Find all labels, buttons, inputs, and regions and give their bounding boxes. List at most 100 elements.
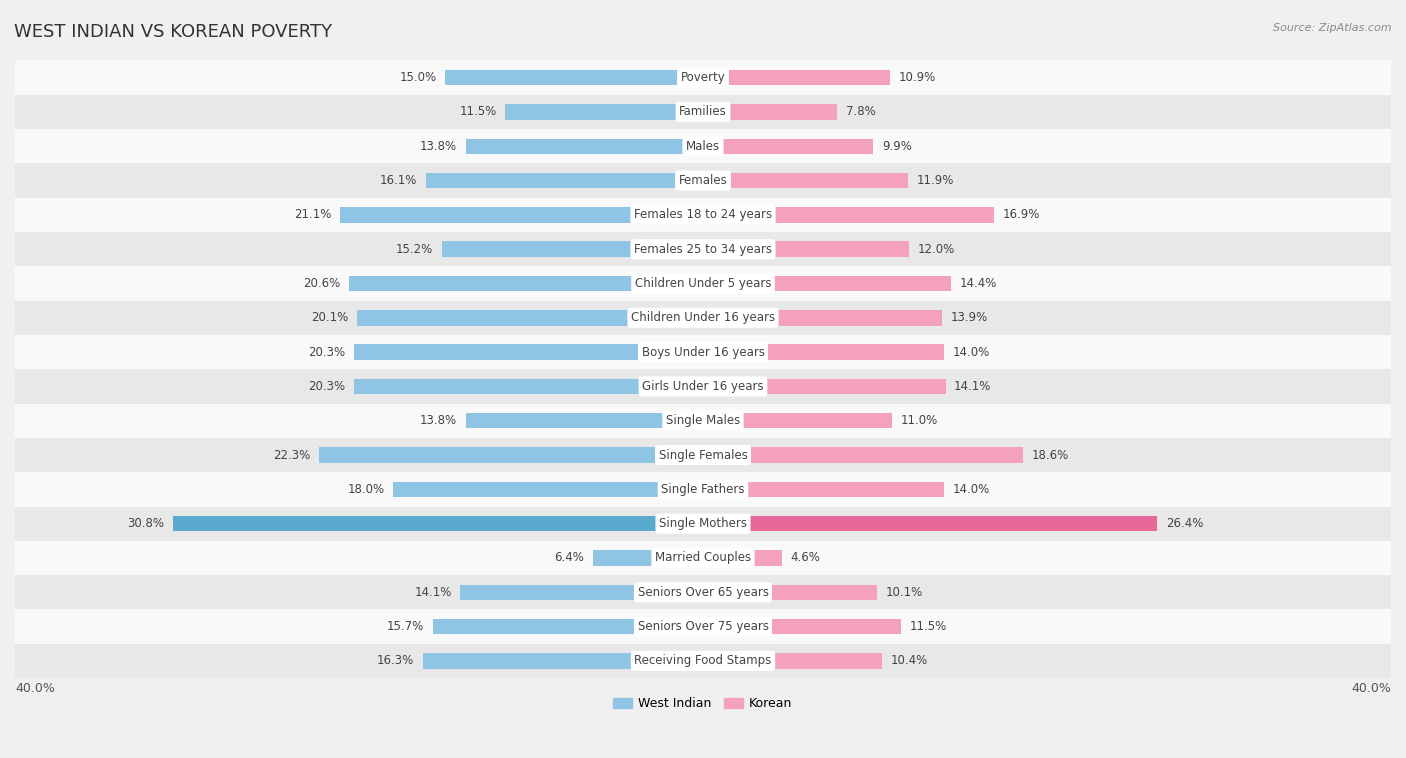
Bar: [15, 198, 1391, 232]
Bar: [15, 438, 1391, 472]
Bar: [703, 481, 943, 497]
Text: 11.0%: 11.0%: [901, 414, 938, 428]
Bar: [15, 232, 1391, 266]
Bar: [15, 644, 1391, 678]
Bar: [703, 413, 893, 428]
Bar: [703, 276, 950, 291]
Bar: [703, 139, 873, 154]
Text: 10.4%: 10.4%: [890, 654, 928, 667]
Text: 11.5%: 11.5%: [910, 620, 946, 633]
Text: Females: Females: [679, 174, 727, 187]
Text: 14.4%: 14.4%: [959, 277, 997, 290]
Text: Boys Under 16 years: Boys Under 16 years: [641, 346, 765, 359]
Text: 16.1%: 16.1%: [380, 174, 418, 187]
Bar: [703, 70, 890, 86]
Bar: [357, 310, 703, 325]
Text: 40.0%: 40.0%: [15, 681, 55, 694]
Bar: [173, 516, 703, 531]
Bar: [15, 575, 1391, 609]
Bar: [703, 584, 877, 600]
Bar: [703, 207, 994, 223]
Text: 15.0%: 15.0%: [399, 71, 436, 84]
Legend: West Indian, Korean: West Indian, Korean: [609, 692, 797, 715]
Text: 13.9%: 13.9%: [950, 312, 988, 324]
Text: 15.7%: 15.7%: [387, 620, 425, 633]
Bar: [15, 164, 1391, 198]
Text: 22.3%: 22.3%: [274, 449, 311, 462]
Text: 7.8%: 7.8%: [846, 105, 876, 118]
Text: Females 18 to 24 years: Females 18 to 24 years: [634, 208, 772, 221]
Bar: [505, 105, 703, 120]
Bar: [465, 139, 703, 154]
Text: Females 25 to 34 years: Females 25 to 34 years: [634, 243, 772, 255]
Bar: [441, 242, 703, 257]
Bar: [15, 403, 1391, 438]
Text: WEST INDIAN VS KOREAN POVERTY: WEST INDIAN VS KOREAN POVERTY: [14, 23, 332, 41]
Bar: [15, 540, 1391, 575]
Bar: [703, 653, 882, 669]
Bar: [703, 310, 942, 325]
Text: Children Under 16 years: Children Under 16 years: [631, 312, 775, 324]
Bar: [446, 70, 703, 86]
Bar: [703, 516, 1157, 531]
Bar: [15, 335, 1391, 369]
Text: Girls Under 16 years: Girls Under 16 years: [643, 380, 763, 393]
Text: 26.4%: 26.4%: [1166, 517, 1204, 530]
Text: 20.3%: 20.3%: [308, 380, 346, 393]
Bar: [15, 301, 1391, 335]
Bar: [349, 276, 703, 291]
Bar: [703, 173, 908, 188]
Bar: [461, 584, 703, 600]
Bar: [15, 506, 1391, 540]
Bar: [703, 242, 910, 257]
Bar: [593, 550, 703, 565]
Bar: [354, 379, 703, 394]
Text: 20.6%: 20.6%: [302, 277, 340, 290]
Text: 20.3%: 20.3%: [308, 346, 346, 359]
Text: Single Mothers: Single Mothers: [659, 517, 747, 530]
Text: 11.9%: 11.9%: [917, 174, 953, 187]
Text: 10.9%: 10.9%: [898, 71, 936, 84]
Text: Single Females: Single Females: [658, 449, 748, 462]
Bar: [703, 550, 782, 565]
Text: Single Males: Single Males: [666, 414, 740, 428]
Bar: [426, 173, 703, 188]
Text: 16.9%: 16.9%: [1002, 208, 1039, 221]
Bar: [15, 61, 1391, 95]
Bar: [703, 344, 943, 360]
Text: 16.3%: 16.3%: [377, 654, 413, 667]
Bar: [319, 447, 703, 463]
Text: 14.0%: 14.0%: [952, 346, 990, 359]
Bar: [703, 619, 901, 634]
Bar: [354, 344, 703, 360]
Text: Single Fathers: Single Fathers: [661, 483, 745, 496]
Text: 15.2%: 15.2%: [395, 243, 433, 255]
Text: Families: Families: [679, 105, 727, 118]
Text: 4.6%: 4.6%: [790, 552, 821, 565]
Bar: [15, 609, 1391, 644]
Text: Married Couples: Married Couples: [655, 552, 751, 565]
Text: 13.8%: 13.8%: [420, 139, 457, 153]
Text: 14.1%: 14.1%: [415, 586, 451, 599]
Text: 21.1%: 21.1%: [294, 208, 332, 221]
Bar: [15, 129, 1391, 164]
Bar: [15, 95, 1391, 129]
Text: Seniors Over 65 years: Seniors Over 65 years: [637, 586, 769, 599]
Text: Receiving Food Stamps: Receiving Food Stamps: [634, 654, 772, 667]
Bar: [703, 447, 1024, 463]
Text: 40.0%: 40.0%: [1351, 681, 1391, 694]
Bar: [394, 481, 703, 497]
Text: Poverty: Poverty: [681, 71, 725, 84]
Bar: [15, 369, 1391, 403]
Text: 10.1%: 10.1%: [886, 586, 922, 599]
Bar: [465, 413, 703, 428]
Bar: [15, 266, 1391, 301]
Bar: [433, 619, 703, 634]
Text: 13.8%: 13.8%: [420, 414, 457, 428]
Bar: [340, 207, 703, 223]
Text: 11.5%: 11.5%: [460, 105, 496, 118]
Text: 12.0%: 12.0%: [918, 243, 955, 255]
Text: Children Under 5 years: Children Under 5 years: [634, 277, 772, 290]
Text: Source: ZipAtlas.com: Source: ZipAtlas.com: [1274, 23, 1392, 33]
Text: 18.0%: 18.0%: [347, 483, 385, 496]
